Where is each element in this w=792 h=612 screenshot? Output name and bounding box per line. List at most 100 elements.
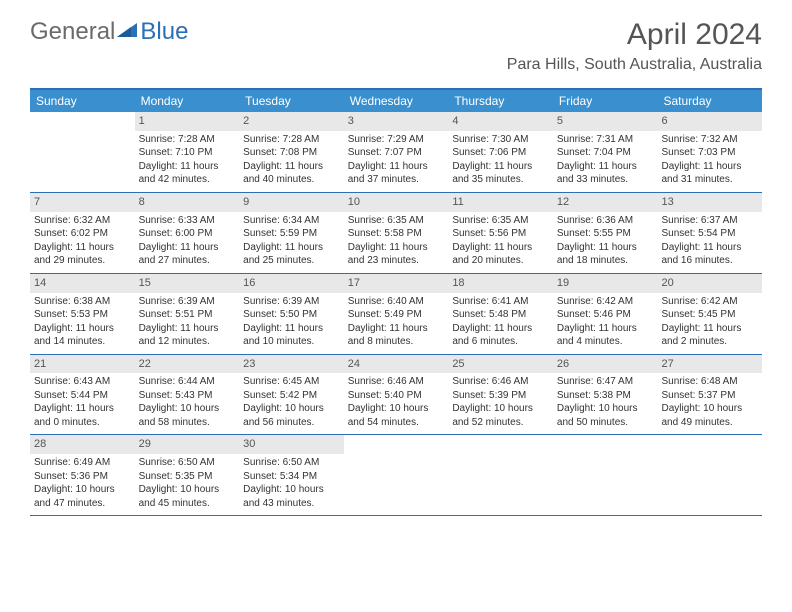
day-number: 15: [135, 274, 240, 293]
day-cell: 3Sunrise: 7:29 AMSunset: 7:07 PMDaylight…: [344, 112, 449, 192]
sunrise-text: Sunrise: 7:29 AM: [348, 133, 445, 147]
logo-triangle-icon: [117, 18, 139, 46]
day-cell: 30Sunrise: 6:50 AMSunset: 5:34 PMDayligh…: [239, 435, 344, 515]
weekday-label: Saturday: [657, 90, 762, 112]
sunset-text: Sunset: 6:02 PM: [34, 227, 131, 241]
day-cell: 8Sunrise: 6:33 AMSunset: 6:00 PMDaylight…: [135, 193, 240, 273]
title-block: April 2024 Para Hills, South Australia, …: [507, 18, 762, 74]
day-number: 26: [553, 355, 658, 374]
daylight-text: Daylight: 11 hours and 4 minutes.: [557, 322, 654, 349]
week-row: 14Sunrise: 6:38 AMSunset: 5:53 PMDayligh…: [30, 274, 762, 355]
empty-cell: [553, 435, 658, 515]
day-cell: 16Sunrise: 6:39 AMSunset: 5:50 PMDayligh…: [239, 274, 344, 354]
weekday-label: Monday: [135, 90, 240, 112]
sunset-text: Sunset: 5:44 PM: [34, 389, 131, 403]
header: General Blue April 2024 Para Hills, Sout…: [0, 0, 792, 80]
logo: General Blue: [30, 18, 188, 46]
day-number: 17: [344, 274, 449, 293]
day-number: 10: [344, 193, 449, 212]
sunrise-text: Sunrise: 7:30 AM: [452, 133, 549, 147]
sunrise-text: Sunrise: 6:34 AM: [243, 214, 340, 228]
day-number: 5: [553, 112, 658, 131]
sunset-text: Sunset: 5:49 PM: [348, 308, 445, 322]
empty-cell: [448, 435, 553, 515]
sunset-text: Sunset: 5:48 PM: [452, 308, 549, 322]
sunrise-text: Sunrise: 6:42 AM: [557, 295, 654, 309]
calendar: SundayMondayTuesdayWednesdayThursdayFrid…: [30, 88, 762, 516]
empty-cell: [657, 435, 762, 515]
sunrise-text: Sunrise: 7:28 AM: [243, 133, 340, 147]
sunrise-text: Sunrise: 6:42 AM: [661, 295, 758, 309]
day-number: 20: [657, 274, 762, 293]
day-number: 19: [553, 274, 658, 293]
sunrise-text: Sunrise: 6:50 AM: [139, 456, 236, 470]
day-number: 30: [239, 435, 344, 454]
sunset-text: Sunset: 7:08 PM: [243, 146, 340, 160]
day-number: 28: [30, 435, 135, 454]
sunset-text: Sunset: 5:51 PM: [139, 308, 236, 322]
sunset-text: Sunset: 5:45 PM: [661, 308, 758, 322]
sunset-text: Sunset: 5:54 PM: [661, 227, 758, 241]
weekday-header: SundayMondayTuesdayWednesdayThursdayFrid…: [30, 90, 762, 112]
sunrise-text: Sunrise: 6:45 AM: [243, 375, 340, 389]
sunset-text: Sunset: 5:37 PM: [661, 389, 758, 403]
sunrise-text: Sunrise: 6:33 AM: [139, 214, 236, 228]
day-cell: 22Sunrise: 6:44 AMSunset: 5:43 PMDayligh…: [135, 355, 240, 435]
daylight-text: Daylight: 11 hours and 37 minutes.: [348, 160, 445, 187]
weekday-label: Friday: [553, 90, 658, 112]
day-cell: 18Sunrise: 6:41 AMSunset: 5:48 PMDayligh…: [448, 274, 553, 354]
daylight-text: Daylight: 10 hours and 50 minutes.: [557, 402, 654, 429]
sunset-text: Sunset: 7:10 PM: [139, 146, 236, 160]
day-cell: 2Sunrise: 7:28 AMSunset: 7:08 PMDaylight…: [239, 112, 344, 192]
sunset-text: Sunset: 5:39 PM: [452, 389, 549, 403]
day-cell: 17 Sunrise: 6:40 AMSunset: 5:49 PMDayligh…: [344, 274, 449, 354]
sunrise-text: Sunrise: 6:35 AM: [348, 214, 445, 228]
weekday-label: Wednesday: [344, 90, 449, 112]
location-text: Para Hills, South Australia, Australia: [507, 56, 762, 74]
day-cell: 5Sunrise: 7:31 AMSunset: 7:04 PMDaylight…: [553, 112, 658, 192]
week-row: 21Sunrise: 6:43 AMSunset: 5:44 PMDayligh…: [30, 355, 762, 436]
logo-text-1: General: [30, 18, 115, 46]
daylight-text: Daylight: 11 hours and 14 minutes.: [34, 322, 131, 349]
daylight-text: Daylight: 11 hours and 0 minutes.: [34, 402, 131, 429]
sunrise-text: Sunrise: 6:43 AM: [34, 375, 131, 389]
day-cell: 26Sunrise: 6:47 AMSunset: 5:38 PMDayligh…: [553, 355, 658, 435]
daylight-text: Daylight: 11 hours and 40 minutes.: [243, 160, 340, 187]
day-number: 23: [239, 355, 344, 374]
daylight-text: Daylight: 11 hours and 33 minutes.: [557, 160, 654, 187]
day-cell: 24Sunrise: 6:46 AMSunset: 5:40 PMDayligh…: [344, 355, 449, 435]
daylight-text: Daylight: 10 hours and 49 minutes.: [661, 402, 758, 429]
day-number: 4: [448, 112, 553, 131]
sunrise-text: Sunrise: 6:50 AM: [243, 456, 340, 470]
week-row: 28Sunrise: 6:49 AMSunset: 5:36 PMDayligh…: [30, 435, 762, 516]
day-cell: 14Sunrise: 6:38 AMSunset: 5:53 PMDayligh…: [30, 274, 135, 354]
sunset-text: Sunset: 5:53 PM: [34, 308, 131, 322]
daylight-text: Daylight: 11 hours and 25 minutes.: [243, 241, 340, 268]
day-cell: 9Sunrise: 6:34 AMSunset: 5:59 PMDaylight…: [239, 193, 344, 273]
sunset-text: Sunset: 7:03 PM: [661, 146, 758, 160]
daylight-text: Daylight: 11 hours and 27 minutes.: [139, 241, 236, 268]
sunrise-text: Sunrise: 6:47 AM: [557, 375, 654, 389]
day-cell: 7Sunrise: 6:32 AMSunset: 6:02 PMDaylight…: [30, 193, 135, 273]
daylight-text: Daylight: 11 hours and 23 minutes.: [348, 241, 445, 268]
sunrise-text: Sunrise: 6:49 AM: [34, 456, 131, 470]
daylight-text: Daylight: 11 hours and 8 minutes.: [348, 322, 445, 349]
sunrise-text: Sunrise: 6:40 AM: [348, 295, 445, 309]
sunrise-text: Sunrise: 6:46 AM: [452, 375, 549, 389]
sunset-text: Sunset: 7:06 PM: [452, 146, 549, 160]
day-cell: 19 Sunrise: 6:42 AMSunset: 5:46 PMDayligh…: [553, 274, 658, 354]
daylight-text: Daylight: 10 hours and 43 minutes.: [243, 483, 340, 510]
day-cell: 11Sunrise: 6:35 AMSunset: 5:56 PMDayligh…: [448, 193, 553, 273]
sunrise-text: Sunrise: 6:44 AM: [139, 375, 236, 389]
sunset-text: Sunset: 5:43 PM: [139, 389, 236, 403]
day-cell: 15Sunrise: 6:39 AMSunset: 5:51 PMDayligh…: [135, 274, 240, 354]
daylight-text: Daylight: 11 hours and 20 minutes.: [452, 241, 549, 268]
daylight-text: Daylight: 10 hours and 45 minutes.: [139, 483, 236, 510]
sunrise-text: Sunrise: 6:41 AM: [452, 295, 549, 309]
sunset-text: Sunset: 5:46 PM: [557, 308, 654, 322]
sunset-text: Sunset: 7:04 PM: [557, 146, 654, 160]
empty-cell: [344, 435, 449, 515]
sunrise-text: Sunrise: 6:39 AM: [139, 295, 236, 309]
daylight-text: Daylight: 11 hours and 31 minutes.: [661, 160, 758, 187]
daylight-text: Daylight: 11 hours and 42 minutes.: [139, 160, 236, 187]
